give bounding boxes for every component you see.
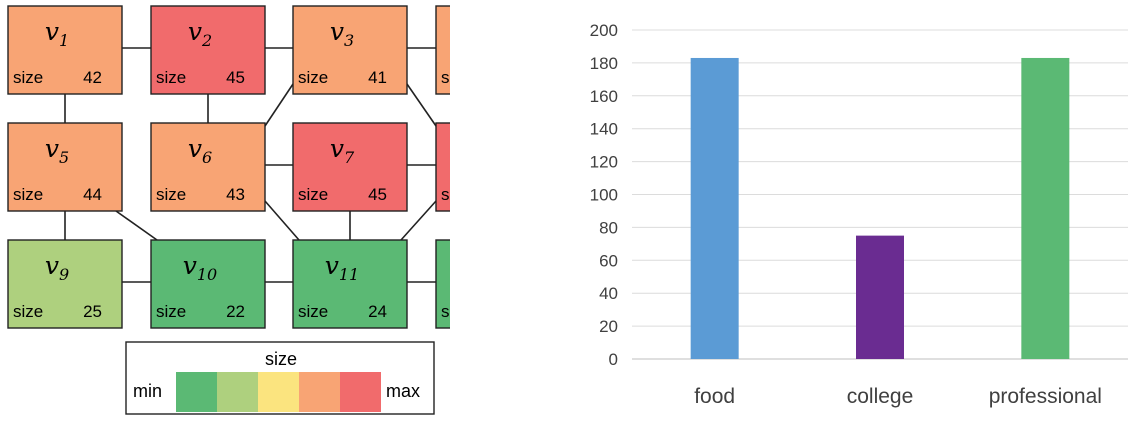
category-label-professional: professional xyxy=(989,385,1102,408)
legend-min-label: min xyxy=(133,381,162,401)
node-box xyxy=(150,5,266,95)
node-v8: v8size46 xyxy=(435,122,551,212)
x-category-labels: food college professional xyxy=(694,385,1102,408)
node-value-label: size xyxy=(298,68,328,87)
node-v12: v12size22 xyxy=(435,239,551,329)
edge-v8-v11 xyxy=(400,200,437,241)
node-value-label: size xyxy=(298,185,328,204)
legend-swatch-5 xyxy=(340,372,381,412)
node-v4: v4size43 xyxy=(435,5,551,95)
bars-layer xyxy=(690,57,1070,360)
node-subscript: 5 xyxy=(59,148,69,167)
node-subscript: 10 xyxy=(197,265,217,284)
node-value: 42 xyxy=(83,68,102,87)
node-value: 41 xyxy=(368,68,387,87)
bar-chart-panel: 0 20 40 60 80 100 120 140 160 180 200 food college p… xyxy=(590,0,1131,417)
node-value: 22 xyxy=(226,302,245,321)
node-value: 45 xyxy=(226,68,245,87)
legend-swatch-4 xyxy=(299,372,340,412)
legend: size min max xyxy=(125,341,435,415)
node-value: 43 xyxy=(226,185,245,204)
node-box xyxy=(292,122,408,212)
nodes-layer: v1size42v2size45v3size41v4size43v5size44… xyxy=(7,5,551,329)
y-tick-label: 200 xyxy=(590,21,618,40)
legend-swatch-1 xyxy=(176,372,217,412)
y-tick-label: 20 xyxy=(599,317,618,336)
node-subscript: 7 xyxy=(344,148,355,167)
node-value-label: size xyxy=(13,302,43,321)
node-box xyxy=(292,5,408,95)
node-box xyxy=(150,122,266,212)
y-tick-label: 80 xyxy=(599,218,618,237)
node-value: 44 xyxy=(83,185,102,204)
graph-diagram: v1size42v2size45v3size41v4size43v5size44… xyxy=(7,5,551,415)
node-value-label: size xyxy=(441,68,450,87)
edge-v6-v11 xyxy=(264,200,300,241)
y-tick-labels: 0 20 40 60 80 100 120 140 160 180 200 xyxy=(590,21,618,369)
bar-chart: 0 20 40 60 80 100 120 140 160 180 200 food college p… xyxy=(590,21,1128,408)
edge-v5-v10 xyxy=(115,210,158,241)
node-value-label: size xyxy=(156,185,186,204)
node-value-label: size xyxy=(441,185,450,204)
node-subscript: 11 xyxy=(339,265,359,284)
y-tick-label: 100 xyxy=(590,186,618,205)
graph-panel: v1size42v2size45v3size41v4size43v5size44… xyxy=(0,0,551,417)
node-box xyxy=(7,239,123,329)
bar-professional xyxy=(1021,57,1070,360)
edge-v3-v8 xyxy=(406,83,437,127)
node-box xyxy=(7,5,123,95)
node-subscript: 6 xyxy=(202,148,212,167)
node-value-label: size xyxy=(13,68,43,87)
node-box xyxy=(7,122,123,212)
node-value-label: size xyxy=(156,302,186,321)
node-value: 45 xyxy=(368,185,387,204)
node-value: 24 xyxy=(368,302,387,321)
legend-max-label: max xyxy=(386,381,420,401)
y-tick-label: 40 xyxy=(599,284,618,303)
node-subscript: 9 xyxy=(59,265,69,284)
y-tick-label: 60 xyxy=(599,251,618,270)
bar-food xyxy=(690,57,739,360)
y-tick-label: 120 xyxy=(590,153,618,172)
edge-v3-v6 xyxy=(264,83,294,127)
node-value-label: size xyxy=(13,185,43,204)
bar-college xyxy=(856,235,904,359)
legend-title: size xyxy=(265,349,297,369)
node-subscript: 1 xyxy=(59,31,69,50)
y-tick-label: 0 xyxy=(609,350,618,369)
y-tick-label: 180 xyxy=(590,54,618,73)
legend-swatch-3 xyxy=(258,372,299,412)
node-value-label: size xyxy=(156,68,186,87)
node-value-label: size xyxy=(441,302,450,321)
node-box xyxy=(150,239,266,329)
node-value-label: size xyxy=(298,302,328,321)
y-tick-label: 140 xyxy=(590,120,618,139)
node-box xyxy=(292,239,408,329)
legend-swatch-2 xyxy=(217,372,258,412)
y-tick-label: 160 xyxy=(590,87,618,106)
category-label-college: college xyxy=(847,385,914,408)
node-subscript: 2 xyxy=(201,31,212,50)
category-label-food: food xyxy=(694,385,735,408)
node-subscript: 3 xyxy=(344,31,354,50)
node-value: 25 xyxy=(83,302,102,321)
